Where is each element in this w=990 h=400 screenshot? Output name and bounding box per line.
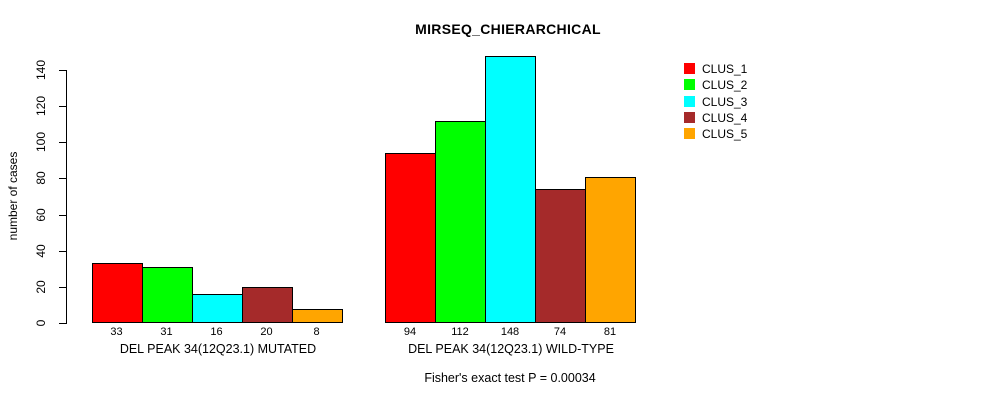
bar-value-label: 8 <box>313 326 320 338</box>
y-tick-mark <box>59 214 66 216</box>
bar-clus_2-group1 <box>435 120 486 323</box>
footnote-pvalue: Fisher's exact test P = 0.00034 <box>424 371 596 385</box>
y-tick-label: 0 <box>34 319 48 327</box>
y-tick-mark <box>59 286 66 288</box>
legend-swatch-clus_2 <box>684 79 695 91</box>
legend-swatch-clus_3 <box>684 95 695 107</box>
bar-clus_3-group0 <box>191 294 243 323</box>
bar-value-label: 94 <box>403 326 417 338</box>
bar-clus_4-group0 <box>241 286 293 323</box>
legend-label-clus_1: CLUS_1 <box>702 62 748 76</box>
legend-label-clus_5: CLUS_5 <box>702 127 748 142</box>
y-tick-label: 140 <box>34 59 48 81</box>
bar-clus_5-group0 <box>291 308 343 323</box>
bar-value-label: 16 <box>210 326 223 338</box>
x-group-label-wild-type: DEL PEAK 34(12Q23.1) WILD-TYPE <box>408 342 614 356</box>
y-tick-mark <box>59 323 66 324</box>
legend-label-clus_3: CLUS_3 <box>702 94 748 109</box>
bar-value-label: 112 <box>451 326 469 338</box>
y-tick-mark <box>59 142 66 144</box>
y-tick-label: 120 <box>34 96 48 117</box>
bar-value-label: 74 <box>553 326 567 338</box>
y-tick-mark <box>59 178 66 180</box>
y-axis-label: number of cases <box>6 151 20 241</box>
bar-clus_1-group1 <box>385 153 436 323</box>
bar-clus_2-group0 <box>141 266 193 323</box>
y-tick-mark <box>59 70 66 71</box>
y-tick-label: 20 <box>34 280 48 294</box>
y-tick-label: 80 <box>34 171 48 186</box>
x-group-label-mutated: DEL PEAK 34(12Q23.1) MUTATED <box>119 342 317 356</box>
bar-value-label: 33 <box>110 326 123 338</box>
legend-label-clus_2: CLUS_2 <box>702 78 748 93</box>
legend-swatch-clus_4 <box>684 111 695 123</box>
y-axis-line <box>66 70 67 324</box>
chart-title: MIRSEQ_CHIERARCHICAL <box>415 21 601 37</box>
y-tick-label: 100 <box>34 132 48 153</box>
legend-label-clus_4: CLUS_4 <box>702 110 748 125</box>
bar-clus_4-group1 <box>535 189 586 323</box>
bar-value-label: 31 <box>160 326 173 338</box>
y-tick-mark <box>59 106 66 108</box>
bar-value-label: 148 <box>500 326 520 338</box>
bar-clus_5-group1 <box>585 176 636 323</box>
y-tick-label: 60 <box>34 207 48 222</box>
legend-swatch-clus_1 <box>684 63 695 74</box>
y-tick-label: 40 <box>34 244 48 258</box>
y-tick-mark <box>59 250 66 252</box>
bar-value-label: 20 <box>260 326 273 338</box>
bar-clus_3-group1 <box>485 55 536 323</box>
legend-swatch-clus_5 <box>684 128 695 140</box>
bar-clus_1-group0 <box>91 263 143 323</box>
bar-value-label: 81 <box>603 326 617 338</box>
